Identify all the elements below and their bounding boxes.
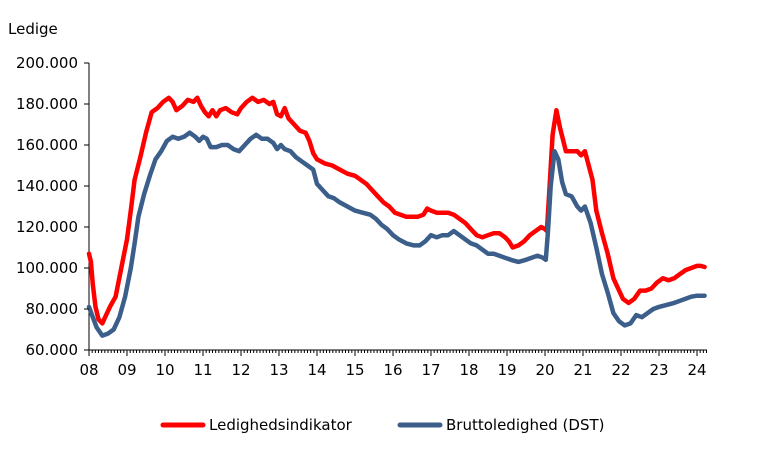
x-tick-label: 18	[459, 361, 478, 379]
y-axis-title: Ledige	[8, 20, 58, 38]
x-tick-label: 21	[573, 361, 592, 379]
x-tick-label: 16	[383, 361, 402, 379]
x-tick-label: 12	[231, 361, 250, 379]
x-axis: 08 09 10 11 12 13 14 15 16 17 18 19 20 21 22 23 24	[79, 350, 707, 379]
y-tick-label: 160.000	[16, 136, 78, 154]
y-tick-label: 80.000	[26, 300, 79, 318]
plot-area	[88, 63, 707, 351]
y-tick-label: 120.000	[16, 218, 78, 236]
x-tick-label: 20	[535, 361, 554, 379]
x-tick-label: 10	[155, 361, 174, 379]
y-tick-label: 200.000	[16, 54, 78, 72]
x-tick-label: 15	[345, 361, 364, 379]
x-tick-label: 13	[269, 361, 288, 379]
x-tick-label: 09	[117, 361, 136, 379]
x-tick-label: 08	[79, 361, 98, 379]
series-line-1	[86, 95, 707, 326]
y-tick-label: 180.000	[16, 95, 78, 113]
series-layer	[86, 95, 707, 338]
y-axis: 60.000 80.000 100.000 120.000 140.000 160.000…	[16, 54, 89, 359]
y-tick-label: 100.000	[16, 259, 78, 277]
y-tick-label: 140.000	[16, 177, 78, 195]
legend-label: Bruttoledighed (DST)	[446, 416, 604, 434]
x-tick-label: 17	[421, 361, 440, 379]
legend: Ledighedsindikator Bruttoledighed (DST)	[160, 416, 604, 434]
y-tick-label: 60.000	[26, 341, 79, 359]
x-tick-label: 19	[497, 361, 516, 379]
series-line-2	[86, 130, 707, 338]
legend-label: Ledighedsindikator	[209, 416, 353, 434]
x-tick-label: 23	[649, 361, 668, 379]
x-tick-label: 24	[687, 361, 706, 379]
x-tick-label: 11	[193, 361, 212, 379]
x-tick-label: 14	[307, 361, 326, 379]
x-tick-label: 22	[611, 361, 630, 379]
